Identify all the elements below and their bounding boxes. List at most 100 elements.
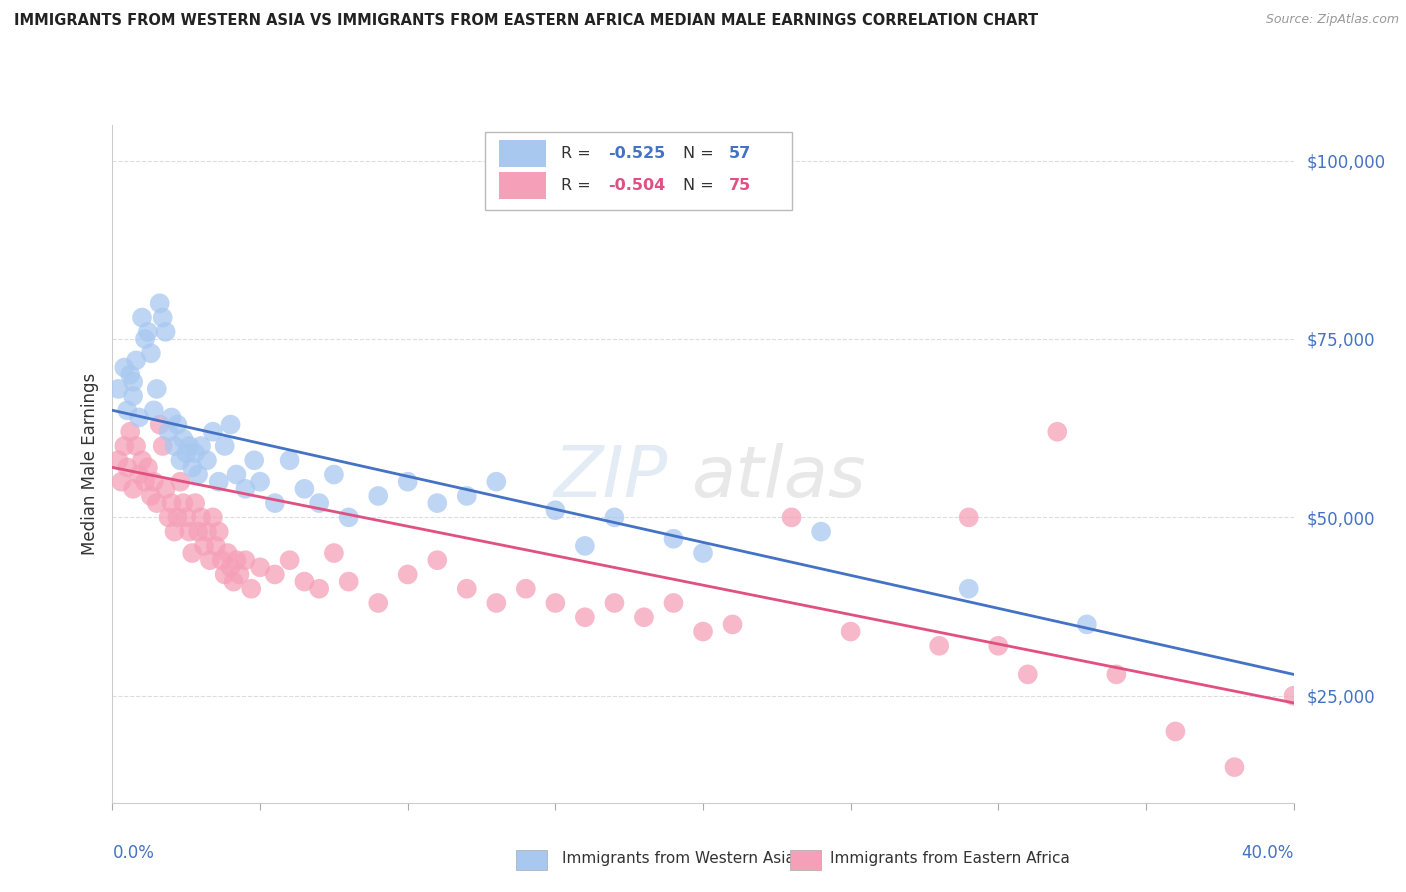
Point bbox=[426, 553, 449, 567]
Point bbox=[662, 532, 685, 546]
Point bbox=[149, 296, 172, 310]
Point bbox=[957, 582, 980, 596]
Point bbox=[160, 410, 183, 425]
Point bbox=[125, 439, 148, 453]
Point bbox=[149, 417, 172, 432]
Point bbox=[179, 524, 201, 539]
Point bbox=[515, 582, 537, 596]
Point bbox=[426, 496, 449, 510]
Point bbox=[233, 482, 256, 496]
Point bbox=[152, 310, 174, 325]
Point bbox=[139, 346, 162, 360]
Point bbox=[1017, 667, 1039, 681]
Point bbox=[662, 596, 685, 610]
Point bbox=[155, 325, 177, 339]
Point bbox=[1076, 617, 1098, 632]
Point bbox=[155, 482, 177, 496]
Text: 40.0%: 40.0% bbox=[1241, 845, 1294, 863]
Point bbox=[278, 453, 301, 467]
Point bbox=[160, 496, 183, 510]
Point bbox=[323, 467, 346, 482]
Point bbox=[107, 453, 129, 467]
Point bbox=[184, 496, 207, 510]
Point bbox=[264, 496, 287, 510]
Point bbox=[117, 460, 138, 475]
Point bbox=[146, 382, 169, 396]
Point bbox=[190, 439, 212, 453]
Point bbox=[308, 496, 330, 510]
Text: atlas: atlas bbox=[692, 443, 866, 512]
Point bbox=[367, 596, 389, 610]
Point bbox=[228, 567, 250, 582]
Point bbox=[249, 475, 271, 489]
Point bbox=[485, 596, 508, 610]
Point bbox=[136, 325, 159, 339]
Point bbox=[603, 596, 626, 610]
Point bbox=[110, 475, 132, 489]
Point bbox=[195, 453, 218, 467]
Point bbox=[211, 553, 233, 567]
Point bbox=[134, 475, 156, 489]
Point bbox=[485, 475, 508, 489]
Point bbox=[1046, 425, 1069, 439]
Point bbox=[157, 510, 180, 524]
Point bbox=[152, 439, 174, 453]
Point bbox=[174, 446, 197, 460]
Point bbox=[323, 546, 346, 560]
Point bbox=[367, 489, 389, 503]
Point bbox=[1223, 760, 1246, 774]
Point bbox=[603, 510, 626, 524]
Point bbox=[136, 460, 159, 475]
Point bbox=[396, 475, 419, 489]
Point bbox=[163, 439, 186, 453]
Point bbox=[219, 560, 242, 574]
Text: Source: ZipAtlas.com: Source: ZipAtlas.com bbox=[1265, 13, 1399, 27]
Text: 0.0%: 0.0% bbox=[112, 845, 155, 863]
Point bbox=[337, 510, 360, 524]
Point bbox=[337, 574, 360, 589]
Point bbox=[721, 617, 744, 632]
Point bbox=[166, 510, 188, 524]
Point bbox=[692, 546, 714, 560]
Point bbox=[574, 539, 596, 553]
Point bbox=[214, 567, 236, 582]
Point bbox=[544, 596, 567, 610]
Point bbox=[544, 503, 567, 517]
Point bbox=[249, 560, 271, 574]
Point bbox=[292, 574, 315, 589]
Point bbox=[205, 539, 228, 553]
Text: Immigrants from Eastern Africa: Immigrants from Eastern Africa bbox=[830, 851, 1070, 865]
Point bbox=[146, 496, 169, 510]
Point bbox=[243, 453, 266, 467]
Point bbox=[292, 482, 315, 496]
Point bbox=[278, 553, 301, 567]
Point bbox=[179, 439, 201, 453]
Text: N =: N = bbox=[683, 146, 718, 161]
Point bbox=[122, 375, 145, 389]
Point bbox=[184, 446, 207, 460]
FancyBboxPatch shape bbox=[485, 132, 792, 210]
Point bbox=[131, 453, 153, 467]
Point bbox=[1164, 724, 1187, 739]
Point bbox=[142, 403, 165, 417]
Point bbox=[181, 460, 204, 475]
Point bbox=[201, 510, 224, 524]
Point bbox=[225, 553, 247, 567]
Point bbox=[125, 353, 148, 368]
Point bbox=[957, 510, 980, 524]
Point bbox=[308, 582, 330, 596]
Point bbox=[163, 524, 186, 539]
Point bbox=[225, 467, 247, 482]
Point bbox=[201, 425, 224, 439]
Text: R =: R = bbox=[561, 178, 596, 194]
Text: -0.525: -0.525 bbox=[609, 146, 666, 161]
Point bbox=[190, 510, 212, 524]
Point bbox=[198, 553, 221, 567]
Point bbox=[810, 524, 832, 539]
Point bbox=[131, 310, 153, 325]
Point bbox=[157, 425, 180, 439]
Point bbox=[214, 439, 236, 453]
Point bbox=[928, 639, 950, 653]
Point bbox=[219, 417, 242, 432]
Point bbox=[120, 425, 142, 439]
